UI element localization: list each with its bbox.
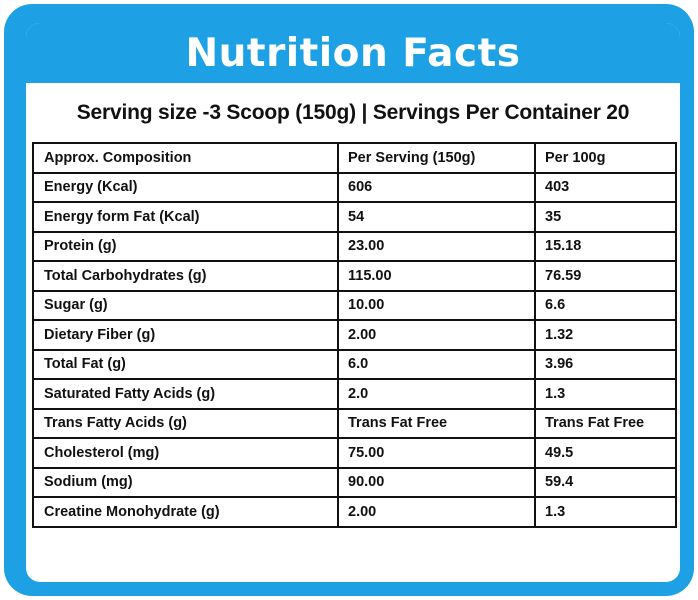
column-header-composition: Approx. Composition <box>32 142 339 174</box>
table-row: Creatine Monohydrate (g) 2.00 1.3 <box>32 496 677 528</box>
table-row: Cholesterol (mg) 75.00 49.5 <box>32 437 677 469</box>
per-100g-cell: 49.5 <box>534 437 677 469</box>
table-row: Protein (g) 23.00 15.18 <box>32 230 677 262</box>
label-frame: Nutrition Facts Serving size -3 Scoop (1… <box>4 4 694 596</box>
table-header-row: Approx. Composition Per Serving (150g) P… <box>32 142 677 174</box>
per-serving-cell: 2.0 <box>337 378 536 410</box>
title-banner: Nutrition Facts <box>26 23 680 83</box>
table-row: Energy form Fat (Kcal) 54 35 <box>32 201 677 233</box>
per-100g-cell: Trans Fat Free <box>534 407 677 439</box>
nutrient-name-cell: Energy form Fat (Kcal) <box>32 201 339 233</box>
nutrient-name-cell: Protein (g) <box>32 230 339 262</box>
nutrient-name-cell: Energy (Kcal) <box>32 171 339 203</box>
table-row: Total Fat (g) 6.0 3.96 <box>32 348 677 380</box>
per-serving-cell: 2.00 <box>337 319 536 351</box>
per-serving-cell: 115.00 <box>337 260 536 292</box>
per-100g-cell: 76.59 <box>534 260 677 292</box>
nutrient-name-cell: Cholesterol (mg) <box>32 437 339 469</box>
nutrient-name-cell: Dietary Fiber (g) <box>32 319 339 351</box>
table-row: Dietary Fiber (g) 2.00 1.32 <box>32 319 677 351</box>
per-100g-cell: 403 <box>534 171 677 203</box>
per-100g-cell: 59.4 <box>534 466 677 498</box>
nutrient-name-cell: Total Carbohydrates (g) <box>32 260 339 292</box>
label-panel: Nutrition Facts Serving size -3 Scoop (1… <box>26 23 680 582</box>
nutrition-table-body: Approx. Composition Per Serving (150g) P… <box>32 142 677 528</box>
per-100g-cell: 15.18 <box>534 230 677 262</box>
column-header-per-100g: Per 100g <box>534 142 677 174</box>
table-row: Saturated Fatty Acids (g) 2.0 1.3 <box>32 378 677 410</box>
per-serving-cell: 606 <box>337 171 536 203</box>
per-serving-cell: 2.00 <box>337 496 536 528</box>
per-serving-cell: 6.0 <box>337 348 536 380</box>
per-100g-cell: 1.3 <box>534 378 677 410</box>
nutrient-name-cell: Sugar (g) <box>32 289 339 321</box>
per-serving-cell: 10.00 <box>337 289 536 321</box>
column-header-per-serving: Per Serving (150g) <box>337 142 536 174</box>
per-100g-cell: 35 <box>534 201 677 233</box>
nutrient-name-cell: Total Fat (g) <box>32 348 339 380</box>
per-100g-cell: 1.32 <box>534 319 677 351</box>
page-title: Nutrition Facts <box>185 30 521 76</box>
per-serving-cell: 75.00 <box>337 437 536 469</box>
per-serving-cell: 54 <box>337 201 536 233</box>
per-100g-cell: 6.6 <box>534 289 677 321</box>
table-row: Trans Fatty Acids (g) Trans Fat Free Trans… <box>32 407 677 439</box>
nutrition-table: Approx. Composition Per Serving (150g) P… <box>32 142 677 528</box>
table-row: Total Carbohydrates (g) 115.00 76.59 <box>32 260 677 292</box>
per-100g-cell: 3.96 <box>534 348 677 380</box>
per-serving-cell: 23.00 <box>337 230 536 262</box>
table-row: Energy (Kcal) 606 403 <box>32 171 677 203</box>
per-100g-cell: 1.3 <box>534 496 677 528</box>
per-serving-cell: Trans Fat Free <box>337 407 536 439</box>
serving-info: Serving size -3 Scoop (150g) | Servings … <box>76 101 630 124</box>
nutrient-name-cell: Saturated Fatty Acids (g) <box>32 378 339 410</box>
nutrient-name-cell: Trans Fatty Acids (g) <box>32 407 339 439</box>
table-row: Sugar (g) 10.00 6.6 <box>32 289 677 321</box>
per-serving-cell: 90.00 <box>337 466 536 498</box>
nutrient-name-cell: Sodium (mg) <box>32 466 339 498</box>
table-row: Sodium (mg) 90.00 59.4 <box>32 466 677 498</box>
nutrient-name-cell: Creatine Monohydrate (g) <box>32 496 339 528</box>
